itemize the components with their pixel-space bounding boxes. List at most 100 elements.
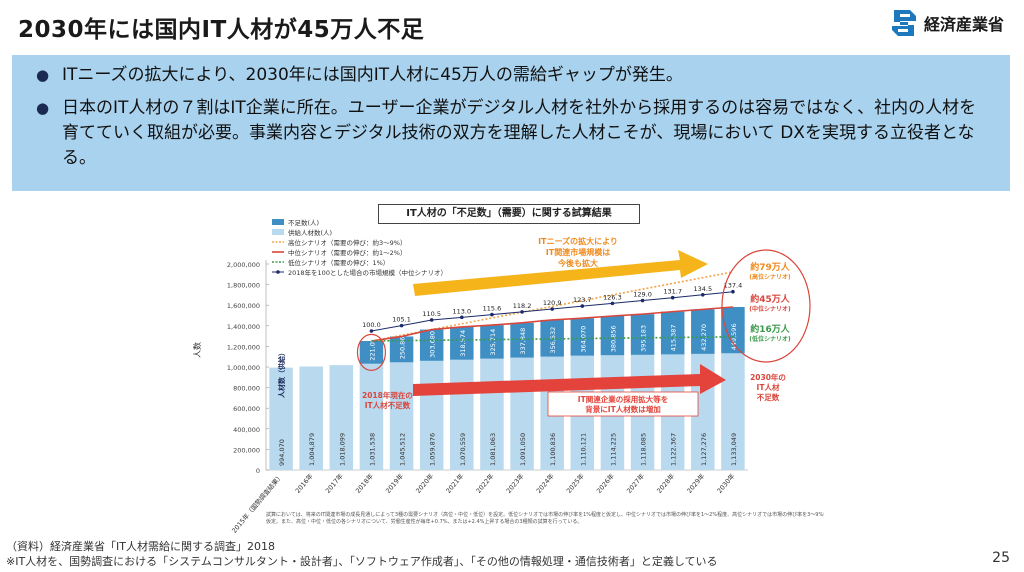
shortage-value-label: 380,856 [609,325,617,352]
x-tick-label: 2022年 [474,471,496,495]
x-tick-label: 2015年（国勢調査結果） [229,472,284,535]
supply-value-label: 1,127,276 [700,433,708,466]
chart-area: 0 200,000 400,000 600,000 800,000 1,000,000 1,… [188,198,824,538]
market-index-point [610,301,615,306]
shortage-2018-label: 2018年現在の [362,390,413,400]
market-index-label: 105.1 [392,316,411,324]
scenario-sub-label: (低位シナリオ) [749,335,791,343]
market-index-label: 118.2 [513,302,532,310]
x-tick-label: 2017年 [323,471,345,495]
market-index-label: 137.4 [724,282,743,290]
bullet-item: 日本のIT人材の７割はIT企業に所在。ユーザー企業がデジタル人材を社外から採用す… [36,96,990,171]
supply-value-label: 1,122,367 [670,433,678,466]
market-index-point [460,315,464,320]
source-text: （資料）経済産業省「IT人材需給に関する調査」2018 [6,540,275,553]
market-index-point [550,307,554,311]
market-index-point [731,289,735,294]
x-tick-label: 2018年 [353,471,375,495]
logo-text: 経済産業省 [923,15,1004,34]
shortage-2030-label: 2030年の [750,372,786,382]
supply-value-label: 1,018,099 [338,433,346,466]
supply-bar [389,362,414,470]
supply-value-label: 994,070 [278,439,286,466]
shortage-bar [419,329,444,361]
market-index-point [670,295,675,300]
y-tick-label: 800,000 [233,385,260,393]
supply-value-label: 1,070,559 [459,433,467,466]
scenario-shortage-label: 約79万人 [750,261,791,273]
supply-value-label: 1,081,063 [489,433,497,466]
shortage-value-label: 221,000 [368,334,376,361]
meti-s-logo-icon [891,10,916,36]
shortage-value-label: 250,865 [399,332,407,359]
legend-label: 2018年を100とした場合の市場規模（中位シナリオ） [288,268,447,277]
it-needs-annotation: ITニーズの拡大により [538,236,618,246]
supply-bar [359,363,384,470]
hiring-arrow [413,364,726,396]
scenario-shortage-label: 約45万人 [750,293,791,305]
shortage-2030-label: IT人材 [757,382,780,392]
summary-box: ITニーズの拡大により、2030年には国内IT人材に45万人の需給ギャップが発生… [12,55,1010,191]
chart-title: IT人材の「不足数」（需要）に関する試算結果 [378,204,640,224]
market-index-point [640,298,645,303]
shortage-value-label: 303,680 [429,331,437,358]
legend-swatch [272,219,284,225]
legend-label: 供給人材数(人) [288,228,332,237]
shortage-bar [660,311,685,355]
scenario-sub-label: (中位シナリオ) [749,305,791,313]
market-index-label: 129.0 [633,291,652,299]
x-tick-label: 2016年 [293,471,315,495]
supply-value-label: 1,133,049 [730,433,738,466]
y-tick-label: 0 [256,467,260,475]
shortage-bar [691,309,715,354]
chart-footnote: 仮定。また、高位・中位・低位の各シナリオについて、労働生産性が毎年+0.7%、ま… [266,518,582,525]
y-tick-label: 2,000,000 [227,261,260,269]
x-tick-label: 2028年 [655,471,677,495]
y-tick-label: 1,000,000 [227,364,260,372]
shortage-value-label: 318,574 [459,330,467,357]
definition-note: ※IT人材を、国勢調査における「システムコンサルタント・設計者」、「ソフトウェア… [6,555,718,568]
scenario-sub-label: (高位シナリオ) [749,273,791,281]
shortage-bar [480,325,504,359]
it-shortage-chart: 0 200,000 400,000 600,000 800,000 1,000,000 1,… [192,218,824,535]
meti-logo: 経済産業省 [890,8,1004,38]
shortage-bar [510,322,534,358]
shortage-value-label: 449,596 [730,323,738,350]
mid-scenario-line [371,306,734,342]
hiring-annotation: 背景にIT人材数は増加 [585,404,660,414]
shortage-2030-label: 不足数 [757,392,780,402]
growth-arrow [413,250,708,296]
it-needs-annotation: 今後も拡大 [557,258,598,268]
market-index-point [520,310,524,314]
legend-label: 低位シナリオ（需要の伸び：1%） [288,258,389,267]
x-tick-label: 2025年 [564,471,586,495]
market-index-point [580,304,585,308]
shortage-value-label: 364,070 [579,326,587,353]
y-tick-label: 1,800,000 [227,282,260,290]
shortage-value-label: 337,848 [519,328,527,355]
supply-value-label: 1,004,879 [308,433,316,466]
supply-bar [269,367,293,470]
market-index-label: 123.7 [573,296,592,304]
market-index-point [369,329,374,333]
y-tick-label: 400,000 [233,426,260,434]
supply-axis-label: 人材数（供給） [277,349,286,398]
shortage-bar [450,326,474,360]
shortage-bar [570,318,595,356]
market-index-label: 134.5 [694,285,713,293]
market-index-point [490,312,494,317]
shortage-bar [389,336,414,363]
market-index-label: 131.7 [663,288,682,296]
page-number: 25 [992,550,1010,566]
supply-bar [329,365,354,470]
y-tick-label: 200,000 [233,446,260,454]
shortage-2030-circle [721,249,811,363]
x-tick-label: 2020年 [414,471,436,495]
supply-value-label: 1,110,121 [579,433,587,466]
scenario-shortage-label: 約16万人 [750,323,791,335]
legend-swatch [272,229,284,235]
shortage-2018-label: IT人材不足数 [365,400,411,410]
source-notes: （資料）経済産業省「IT人材需給に関する調査」2018 ※IT人材を、国勢調査に… [6,539,718,569]
page-title: 2030年には国内IT人材が45万人不足 [18,17,425,43]
x-tick-label: 2024年 [534,471,556,495]
